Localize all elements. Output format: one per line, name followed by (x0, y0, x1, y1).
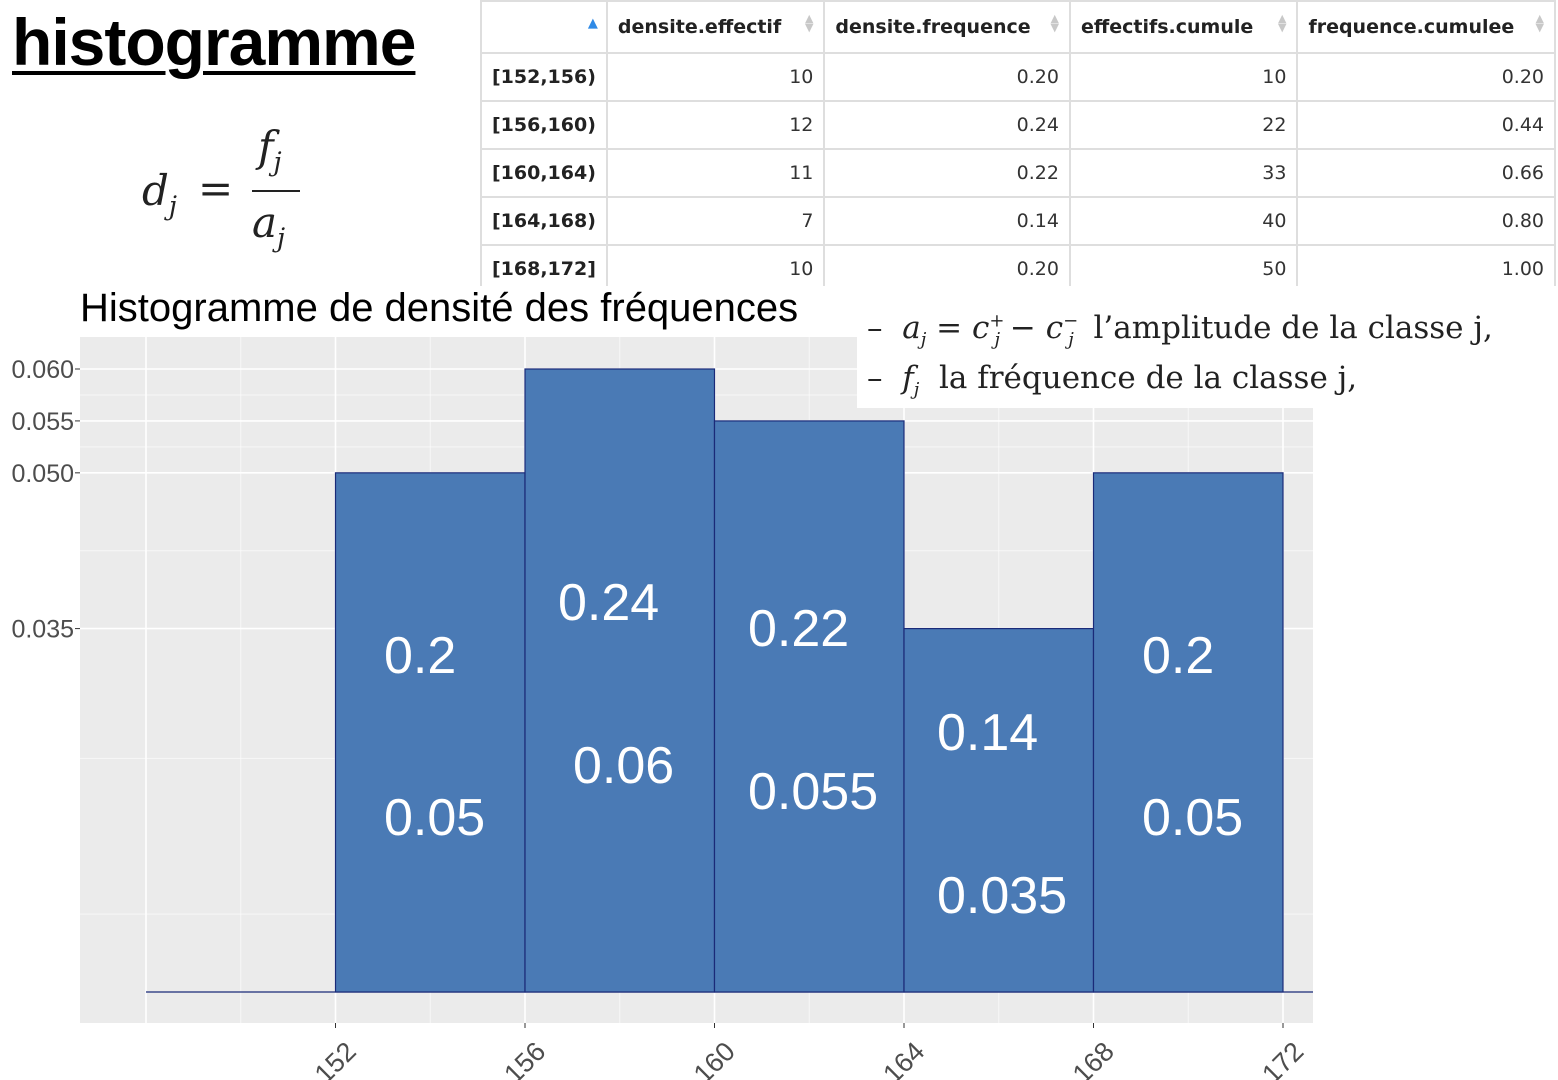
table-cell: 0.22 (823, 148, 1071, 198)
histogram-bar (713, 420, 905, 993)
table-row: [160,164) 11 0.22 33 0.66 (480, 148, 1556, 198)
column-header-rownames[interactable]: ▲ (480, 0, 608, 54)
sort-icon[interactable]: ▲ ▼ (1050, 12, 1059, 34)
sort-asc-icon[interactable]: ▲ (587, 16, 598, 31)
y-tick-label: 0.060 (11, 356, 74, 384)
x-tick-label: 152 (309, 1036, 362, 1080)
bar-density-label: 0.035 (937, 867, 1067, 925)
bar-frequency-label: 0.14 (937, 704, 1038, 762)
bar-density-label: 0.05 (384, 789, 485, 847)
frequency-table-panel: ▲ densite.effectif ▲ ▼ densite.frequence … (480, 0, 1556, 286)
fraction-bar (252, 190, 300, 192)
histogram-bar (334, 472, 526, 993)
bar-frequency-label: 0.2 (1142, 627, 1214, 685)
x-tick-label: 160 (688, 1036, 741, 1080)
table-cell: 1.00 (1296, 244, 1556, 286)
frequency-table: ▲ densite.effectif ▲ ▼ densite.frequence … (480, 0, 1556, 286)
formula-equals: = (198, 164, 234, 213)
table-cell: 0.66 (1296, 148, 1556, 198)
histogram-bar (1092, 472, 1284, 993)
histogram-bar (524, 368, 716, 993)
table-cell: 12 (605, 100, 826, 150)
bar-frequency-label: 0.24 (558, 574, 659, 632)
table-cell: 11 (605, 148, 826, 198)
formula-denominator: aj (252, 198, 286, 254)
table-cell: 0.20 (1296, 52, 1556, 102)
definition-frequency: – fj la fréquence de la classe j, (867, 360, 1358, 401)
formula-lhs: dj (142, 166, 177, 222)
row-name: [168,172] (480, 244, 608, 286)
definition-frequency-text: la fréquence de la classe j, (939, 360, 1358, 396)
sort-icon[interactable]: ▲ ▼ (1535, 12, 1544, 34)
x-tick-label: 168 (1067, 1036, 1120, 1080)
histogram-bar (903, 627, 1095, 993)
column-header-effectifs-cumule[interactable]: effectifs.cumule ▲ ▼ (1068, 0, 1299, 54)
table-row: [164,168) 7 0.14 40 0.80 (480, 196, 1556, 246)
table-cell: 0.14 (823, 196, 1071, 246)
sort-icon[interactable]: ▲ ▼ (1277, 12, 1287, 34)
y-tick-label: 0.035 (11, 616, 74, 644)
formula-numerator: fj (258, 122, 282, 178)
table-cell: 0.20 (823, 244, 1071, 286)
row-name: [152,156) (480, 52, 608, 102)
table-cell: 0.24 (823, 100, 1071, 150)
y-tick-label: 0.055 (11, 408, 74, 436)
table-row: [168,172] 10 0.20 50 1.00 (480, 244, 1556, 286)
table-header-row: ▲ densite.effectif ▲ ▼ densite.frequence … (480, 0, 1556, 54)
row-name: [164,168) (480, 196, 608, 246)
x-tick-label: 164 (877, 1036, 930, 1080)
column-header-densite-frequence[interactable]: densite.frequence ▲ ▼ (823, 0, 1071, 54)
row-name: [156,160) (480, 100, 608, 150)
bar-density-label: 0.06 (573, 737, 674, 795)
bar-frequency-label: 0.2 (384, 627, 456, 685)
table-row: [152,156) 10 0.20 10 0.20 (480, 52, 1556, 102)
table-cell: 0.44 (1296, 100, 1556, 150)
x-tick-label: 172 (1256, 1036, 1309, 1080)
chart-title: Histogramme de densité des fréquences (80, 286, 799, 330)
table-row: [156,160) 12 0.24 22 0.44 (480, 100, 1556, 150)
bar-density-label: 0.055 (748, 763, 878, 821)
y-tick-label: 0.050 (11, 460, 74, 488)
table-cell: 0.20 (823, 52, 1071, 102)
definition-amplitude: – aj = c+j − c−j l’amplitude de la class… (867, 310, 1493, 351)
x-tick-label: 156 (498, 1036, 551, 1080)
row-name: [160,164) (480, 148, 608, 198)
table-cell: 10 (605, 52, 826, 102)
page-title: histogramme (12, 5, 416, 79)
table-cell: 7 (605, 196, 826, 246)
definitions-box: – aj = c+j − c−j l’amplitude de la class… (857, 296, 1557, 408)
table-cell: 50 (1068, 244, 1299, 286)
table-cell: 40 (1068, 196, 1299, 246)
bar-density-label: 0.05 (1142, 789, 1243, 847)
sort-icon[interactable]: ▲ ▼ (804, 12, 814, 34)
bar-frequency-label: 0.22 (748, 600, 849, 658)
column-header-densite-effectif[interactable]: densite.effectif ▲ ▼ (605, 0, 826, 54)
table-cell: 10 (605, 244, 826, 286)
table-cell: 10 (1068, 52, 1299, 102)
table-cell: 22 (1068, 100, 1299, 150)
density-formula: dj = fj aj (140, 122, 320, 268)
definition-amplitude-text: l’amplitude de la classe j, (1093, 310, 1493, 346)
table-cell: 33 (1068, 148, 1299, 198)
column-header-frequence-cumulee[interactable]: frequence.cumulee ▲ ▼ (1296, 0, 1556, 54)
table-cell: 0.80 (1296, 196, 1556, 246)
